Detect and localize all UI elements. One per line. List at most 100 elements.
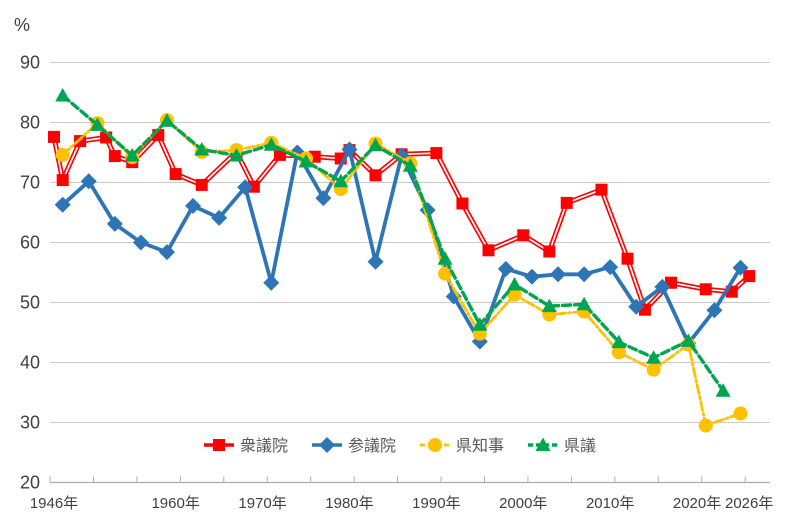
- circle-marker: [438, 266, 453, 281]
- y-axis-label-30: 30: [20, 413, 40, 433]
- triangle-marker: [228, 148, 244, 162]
- legend-item-kenchiji: 県知事: [420, 437, 504, 455]
- diamond-marker: [319, 437, 335, 453]
- square-marker: [430, 147, 443, 160]
- triangle-marker: [124, 148, 140, 162]
- circle-marker: [698, 418, 713, 433]
- y-axis-label-50: 50: [20, 293, 40, 313]
- legend-label-kengi: 県議: [564, 437, 596, 455]
- square-marker: [595, 183, 608, 196]
- diamond-marker: [54, 196, 71, 213]
- y-axis-label-70: 70: [20, 173, 40, 193]
- diamond-marker: [315, 190, 332, 207]
- diamond-marker: [185, 197, 202, 214]
- y-axis-unit-label: %: [14, 15, 30, 35]
- triangle-marker: [402, 158, 418, 172]
- circle-marker: [428, 438, 442, 452]
- square-marker: [621, 252, 634, 265]
- triangle-marker: [159, 113, 175, 127]
- square-marker: [108, 150, 121, 163]
- series-sangiin: [54, 141, 749, 352]
- triangle-marker: [368, 137, 384, 152]
- x-axis-label-1980: 1980年: [325, 495, 373, 512]
- circle-marker: [611, 345, 626, 360]
- diamond-marker: [654, 278, 671, 295]
- square-marker: [560, 196, 573, 209]
- triangle-marker: [715, 383, 731, 397]
- legend-item-shugiin: 衆議院: [204, 437, 288, 455]
- triangle-marker: [507, 277, 523, 291]
- diamond-marker: [211, 209, 228, 226]
- series-line-sangiin: [60, 147, 743, 346]
- square-marker: [743, 270, 756, 283]
- triangle-marker: [576, 296, 592, 311]
- diamond-marker: [576, 266, 593, 283]
- diamond-marker: [523, 268, 540, 285]
- x-axis-label-2000: 2000年: [499, 495, 547, 512]
- x-axis-label-2020: 2020年: [673, 495, 721, 512]
- chart-legend: 衆議院 参議院 県知事 県議: [204, 437, 596, 455]
- triangle-marker: [535, 437, 551, 451]
- circle-marker: [646, 362, 661, 377]
- x-axis-label-1960: 1960年: [151, 495, 199, 512]
- x-axis-label-1970: 1970年: [238, 495, 286, 512]
- square-marker: [48, 130, 60, 143]
- square-marker: [56, 174, 69, 187]
- diamond-marker: [263, 274, 280, 291]
- circle-marker: [733, 406, 748, 421]
- diamond-marker: [732, 259, 749, 276]
- triangle-marker: [263, 137, 279, 151]
- y-axis-label-40: 40: [20, 353, 40, 373]
- x-axis-label-2026: 2026年: [725, 495, 773, 512]
- diamond-marker: [132, 234, 149, 251]
- series-markers-sangiin: [54, 141, 749, 352]
- y-axis-label-60: 60: [20, 233, 40, 253]
- circle-marker: [507, 287, 522, 302]
- gridlines: [50, 62, 770, 423]
- x-axis-label-2010: 2010年: [586, 495, 634, 512]
- diamond-marker: [341, 141, 358, 158]
- triangle-marker: [437, 251, 453, 265]
- triangle-marker: [472, 317, 488, 331]
- triangle-marker: [55, 88, 71, 102]
- diamond-marker: [158, 244, 175, 261]
- square-marker: [74, 135, 87, 148]
- diamond-marker: [602, 259, 619, 276]
- triangle-marker: [541, 298, 557, 313]
- diamond-marker: [628, 298, 645, 315]
- square-marker: [699, 283, 712, 296]
- square-marker: [247, 180, 260, 193]
- diamond-marker: [497, 260, 514, 277]
- diamond-marker: [550, 266, 567, 283]
- square-marker: [169, 168, 182, 181]
- y-axis-label-90: 90: [20, 53, 40, 73]
- triangle-marker: [611, 334, 627, 349]
- triangle-marker: [298, 154, 314, 168]
- series-kengi: [55, 88, 731, 397]
- diamond-marker: [237, 179, 254, 196]
- legend-label-kenchiji: 県知事: [456, 437, 504, 455]
- diamond-marker: [706, 302, 723, 319]
- diamond-marker: [106, 215, 123, 232]
- axes: 20 30 40 50 60 70 80 90 1946年 1960年 1970年 1980年 1990…: [20, 53, 773, 513]
- square-marker: [543, 245, 556, 258]
- square-marker: [482, 244, 495, 257]
- square-marker: [213, 439, 225, 451]
- series-markers-kengi: [55, 88, 731, 397]
- y-axis-label-80: 80: [20, 113, 40, 133]
- diamond-marker: [445, 288, 462, 305]
- diamond-marker: [367, 253, 384, 270]
- legend-item-sangiin: 参議院: [312, 437, 396, 455]
- square-marker: [456, 197, 469, 210]
- triangle-marker: [646, 350, 662, 364]
- legend-item-kengi: 県議: [528, 437, 596, 455]
- x-axis-label-1990: 1990年: [412, 495, 460, 512]
- series-lines: [48, 88, 756, 433]
- triangle-marker: [333, 173, 349, 188]
- triangle-marker: [194, 142, 210, 156]
- circle-marker: [55, 147, 70, 162]
- square-marker: [517, 229, 530, 242]
- y-axis-label-20: 20: [20, 473, 40, 493]
